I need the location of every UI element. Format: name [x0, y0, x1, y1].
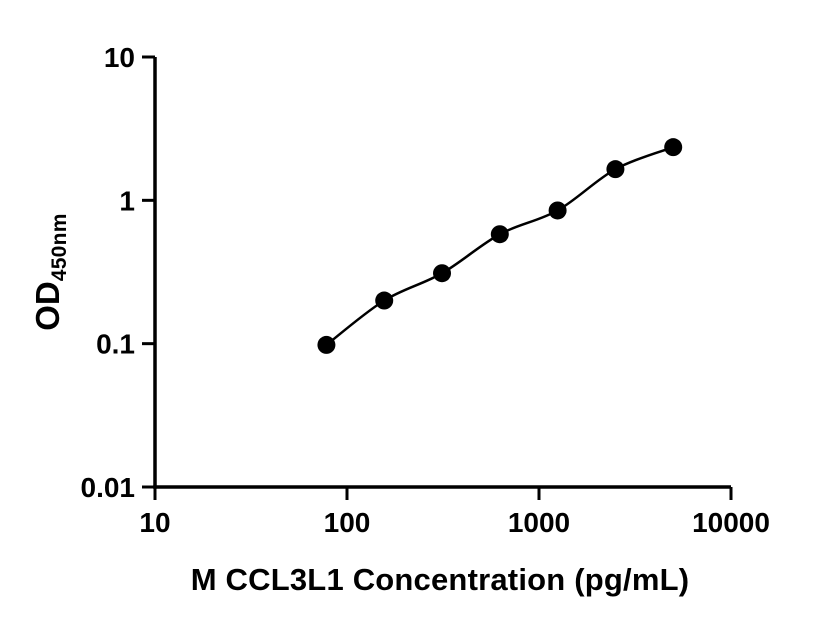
x-tick-label: 100	[324, 507, 371, 538]
x-axis-title: M CCL3L1 Concentration (pg/mL)	[90, 562, 790, 598]
data-point-marker	[317, 335, 336, 354]
data-point-marker	[664, 138, 683, 157]
y-tick-label: 10	[104, 42, 135, 73]
y-axis-title-text: OD	[29, 281, 66, 331]
data-point-marker	[433, 264, 452, 283]
data-point-marker	[548, 201, 567, 220]
data-point-marker	[490, 225, 509, 244]
data-point-marker	[606, 160, 625, 179]
x-tick-label: 1000	[508, 507, 570, 538]
y-tick-label: 1	[119, 185, 135, 216]
y-axis-title: OD450nm	[29, 213, 71, 331]
fit-curve	[325, 145, 674, 346]
data-point-marker	[375, 291, 394, 310]
x-tick-label: 10	[139, 507, 170, 538]
y-axis-title-subscript: 450nm	[48, 213, 71, 282]
x-tick-label: 10000	[692, 507, 770, 538]
y-tick-label: 0.01	[81, 472, 136, 503]
x-axis-title-text: M CCL3L1 Concentration (pg/mL)	[190, 562, 690, 597]
y-tick-label: 0.1	[96, 329, 135, 360]
